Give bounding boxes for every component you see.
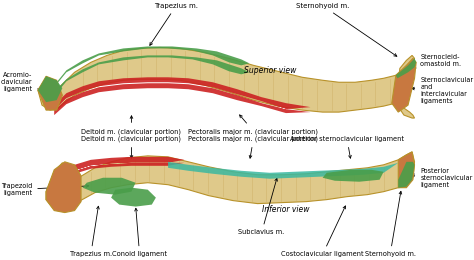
Text: Pectoralis major m. (clavicular portion): Pectoralis major m. (clavicular portion) [189,115,319,134]
Text: Trapezius m.: Trapezius m. [70,206,112,257]
Polygon shape [38,76,63,110]
Text: Inferior view: Inferior view [262,205,310,214]
Polygon shape [82,178,136,195]
Polygon shape [111,188,156,207]
Text: Posterior
sternoclavicular
ligament: Posterior sternoclavicular ligament [412,168,473,188]
Text: Anterior sternoclavicular ligament: Anterior sternoclavicular ligament [290,136,404,158]
Text: Sternohyoid m.: Sternohyoid m. [365,191,416,257]
Text: Subclavius m.: Subclavius m. [238,178,285,236]
Polygon shape [48,157,184,201]
Text: Pectoralis major m. (clavicular portion): Pectoralis major m. (clavicular portion) [189,135,319,158]
Polygon shape [398,162,415,188]
Text: Sternocleid-
omastoid m.: Sternocleid- omastoid m. [413,54,461,68]
Polygon shape [398,152,415,188]
Polygon shape [323,170,383,182]
Text: Acromio-
clavicular
ligament: Acromio- clavicular ligament [0,72,45,92]
Text: Sternoclavicular
and
interclavicular
ligaments: Sternoclavicular and interclavicular lig… [412,77,474,104]
Text: Costoclavicular ligament: Costoclavicular ligament [281,206,364,257]
Text: Trapezoid
ligament: Trapezoid ligament [1,183,89,196]
Text: Deltoid m. (clavicular portion): Deltoid m. (clavicular portion) [82,135,182,158]
Polygon shape [46,152,415,212]
Text: Sternohyoid m.: Sternohyoid m. [296,3,397,56]
Polygon shape [54,77,310,115]
Polygon shape [38,76,63,102]
Text: Deltoid m. (clavicular portion): Deltoid m. (clavicular portion) [82,116,182,134]
Polygon shape [396,58,416,78]
Polygon shape [168,162,398,179]
Text: Conoid ligament: Conoid ligament [112,208,167,257]
Polygon shape [46,162,81,213]
Text: Superior view: Superior view [244,66,296,75]
Text: Trapezius m.: Trapezius m. [150,3,198,45]
Polygon shape [392,58,416,112]
Polygon shape [38,47,415,118]
Polygon shape [54,47,249,96]
